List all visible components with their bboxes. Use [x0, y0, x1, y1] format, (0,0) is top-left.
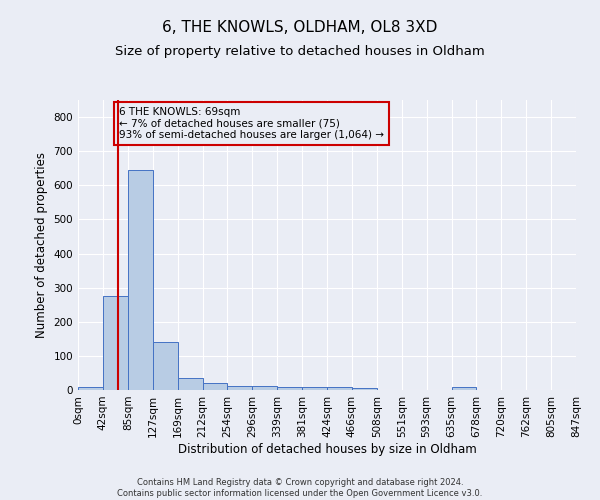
Bar: [227, 386, 253, 390]
Bar: [203, 383, 227, 390]
Bar: [178, 378, 203, 390]
Text: 6, THE KNOWLS, OLDHAM, OL8 3XD: 6, THE KNOWLS, OLDHAM, OL8 3XD: [163, 20, 437, 35]
Bar: [327, 386, 352, 390]
Bar: [302, 386, 327, 390]
Bar: [352, 388, 377, 390]
Bar: [152, 342, 178, 390]
Bar: [252, 386, 277, 390]
Text: Size of property relative to detached houses in Oldham: Size of property relative to detached ho…: [115, 45, 485, 58]
Bar: [277, 386, 302, 390]
Text: Contains HM Land Registry data © Crown copyright and database right 2024.
Contai: Contains HM Land Registry data © Crown c…: [118, 478, 482, 498]
Y-axis label: Number of detached properties: Number of detached properties: [35, 152, 48, 338]
Bar: [103, 296, 128, 390]
X-axis label: Distribution of detached houses by size in Oldham: Distribution of detached houses by size …: [178, 442, 476, 456]
Bar: [128, 170, 152, 390]
Bar: [78, 388, 103, 390]
Text: 6 THE KNOWLS: 69sqm
← 7% of detached houses are smaller (75)
93% of semi-detache: 6 THE KNOWLS: 69sqm ← 7% of detached hou…: [119, 107, 384, 140]
Bar: [452, 388, 476, 390]
